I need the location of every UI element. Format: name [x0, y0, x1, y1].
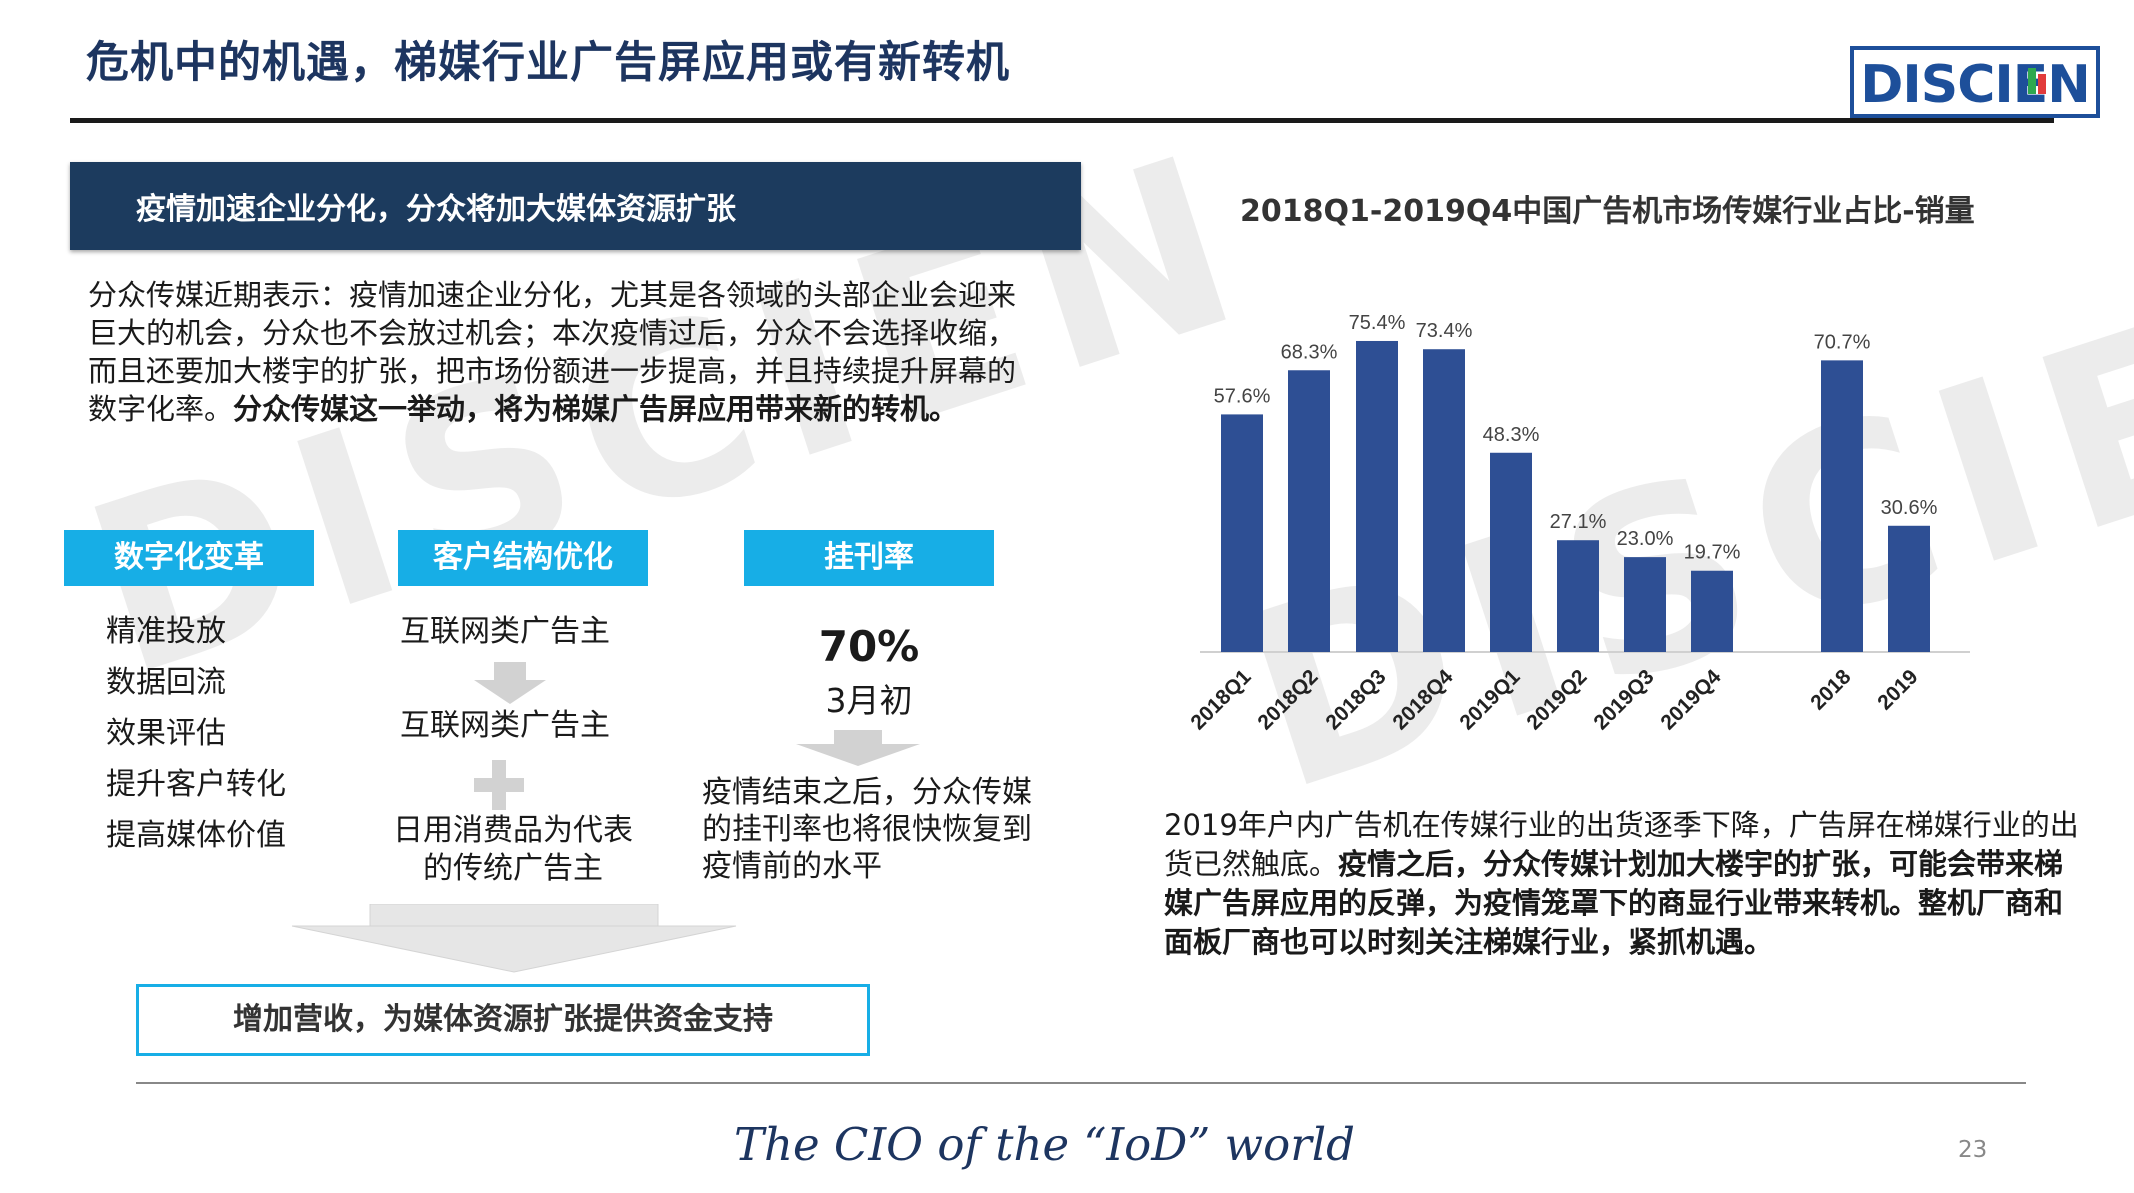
intro-paragraph: 分众传媒近期表示：疫情加速企业分化，尤其是各领域的头部企业会迎来巨大的机会，分众…: [88, 276, 1038, 428]
conclusion-box: 增加营收，为媒体资源扩张提供资金支持: [136, 984, 870, 1056]
down-arrow-icon: [474, 662, 546, 704]
tick-label: 2019Q4: [1656, 665, 1725, 734]
intro-text: 分众传媒近期表示：疫情加速企业分化，尤其是各领域的头部企业会迎来巨大的机会，分众…: [88, 278, 1017, 426]
tick-label: 2019Q1: [1455, 665, 1524, 734]
data-label: 70.7%: [1814, 331, 1871, 353]
customer-middle: 互联网类广告主: [400, 708, 610, 743]
logo-text: DISCIEN: [1860, 55, 2090, 115]
logo-graphic: DISCIEN: [1850, 46, 2100, 118]
conclusion-text: 增加营收，为媒体资源扩张提供资金支持: [233, 1002, 773, 1037]
section-banner: 疫情加速企业分化，分众将加大媒体资源扩张: [70, 162, 1081, 250]
list-item: 数据回流: [106, 665, 226, 700]
bar-2018Q3: [1356, 340, 1398, 652]
occupancy-note: 疫情结束之后，分众传媒的挂刊率也将很快恢复到疫情前的水平: [702, 775, 1032, 884]
bar-2018Q1: [1221, 414, 1263, 652]
page-number: 23: [1958, 1137, 1988, 1163]
list-item: 提高媒体价值: [106, 818, 286, 853]
discien-logo: DISCIEN: [1850, 46, 2100, 118]
tick-label: 2019Q3: [1589, 665, 1658, 734]
data-label: 48.3%: [1483, 424, 1540, 446]
list-item: 精准投放: [106, 614, 226, 649]
digital-list: 精准投放 数据回流 效果评估 提升客户转化 提高媒体价值: [106, 606, 286, 861]
tick-label: 2018Q3: [1321, 665, 1390, 734]
bar-2019: [1888, 525, 1930, 652]
intro-bold-text: 分众传媒这一举动，将为梯媒广告屏应用带来新的转机。: [233, 392, 959, 426]
data-label: 19.7%: [1684, 542, 1741, 564]
title-divider: [70, 118, 2054, 123]
data-label: 57.6%: [1214, 385, 1271, 407]
bar-2018: [1821, 360, 1863, 652]
bar-2018Q2: [1288, 370, 1330, 652]
data-label: 68.3%: [1281, 341, 1338, 363]
down-arrow-icon: [796, 730, 920, 766]
bar-2018Q4: [1423, 349, 1465, 652]
data-label: 73.4%: [1416, 320, 1473, 342]
tag-occupancy-rate: 挂刊率: [744, 530, 994, 586]
tick-label: 2019Q2: [1522, 665, 1591, 734]
page-title: 危机中的机遇，梯媒行业广告屏应用或有新转机: [86, 38, 1010, 88]
data-label: 23.0%: [1617, 528, 1674, 550]
occupancy-date: 3月初: [825, 681, 913, 720]
bar-2019Q4: [1691, 570, 1733, 652]
customer-top: 互联网类广告主: [400, 614, 610, 649]
commentary-bold-text: 疫情之后，分众传媒计划加大楼宇的扩张，可能会带来梯媒广告屏应用的反弹，为疫情笼罩…: [1164, 847, 2064, 959]
tick-label: 2018Q2: [1253, 665, 1322, 734]
bar-chart: 57.6% 2018Q1 68.3% 2018Q2 75.4% 2018Q3 73.4% 20…: [1186, 312, 1970, 734]
tick-label: 2019: [1873, 665, 1922, 714]
bar-2019Q2: [1557, 540, 1599, 652]
footer-divider: [136, 1082, 2026, 1084]
chart-title: 2018Q1-2019Q4中国广告机市场传媒行业占比-销量: [1240, 194, 1975, 229]
banner-title: 疫情加速企业分化，分众将加大媒体资源扩张: [136, 192, 736, 227]
bar-2019Q3: [1624, 557, 1666, 652]
tick-label: 2018: [1806, 665, 1856, 715]
big-down-arrow-icon: [291, 904, 737, 973]
commentary-text: 2019年户内广告机在传媒行业的出货逐季下降，广告屏在梯媒行业的出货已然触底。: [1164, 808, 2079, 881]
data-label: 30.6%: [1881, 497, 1938, 519]
plus-icon: [474, 760, 524, 810]
chart-commentary: 2019年户内广告机在传媒行业的出货逐季下降，广告屏在梯媒行业的出货已然触底。疫…: [1164, 806, 2084, 962]
tag-customer-structure: 客户结构优化: [398, 530, 648, 586]
tag-digital-transformation: 数字化变革: [64, 530, 314, 586]
list-item: 效果评估: [106, 716, 226, 751]
list-item: 提升客户转化: [106, 767, 286, 802]
data-label: 27.1%: [1550, 511, 1607, 533]
footer-slogan: The CIO of the “IoD” world: [734, 1118, 1355, 1171]
bar-2019Q1: [1490, 452, 1532, 652]
customer-bottom: 日用消费品为代表的传统广告主: [393, 813, 633, 886]
tick-label: 2018Q1: [1186, 665, 1255, 734]
tick-label: 2018Q4: [1388, 665, 1457, 734]
data-label: 75.4%: [1349, 312, 1406, 334]
occupancy-value: 70%: [818, 622, 920, 671]
